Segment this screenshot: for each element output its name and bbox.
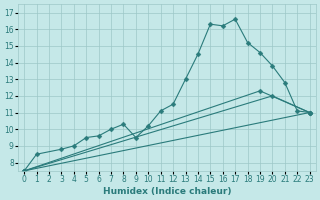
X-axis label: Humidex (Indice chaleur): Humidex (Indice chaleur) xyxy=(103,187,231,196)
